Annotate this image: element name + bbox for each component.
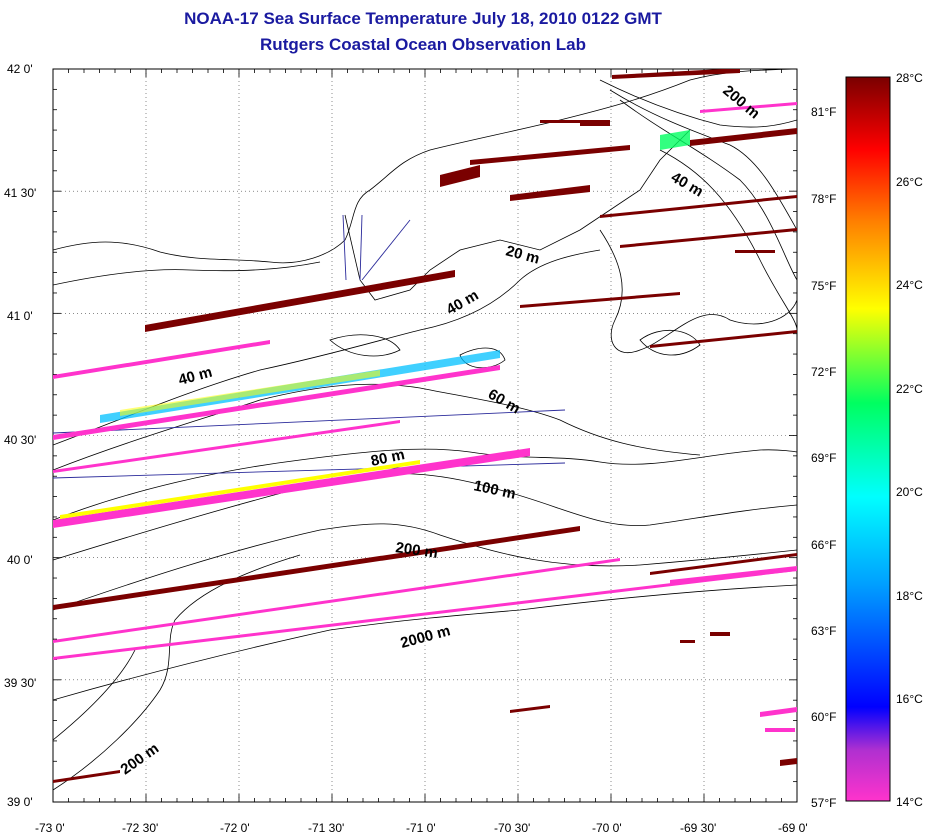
lon-label: -71 0' (406, 821, 436, 835)
lat-label: 41 30' (4, 186, 36, 200)
lat-label: 40 30' (4, 433, 36, 447)
celsius-label: 22°C (896, 382, 923, 396)
lon-label: -73 0' (35, 821, 65, 835)
fahrenheit-label: 72°F (811, 365, 836, 379)
lon-label: -72 30' (122, 821, 158, 835)
reference-lines (53, 214, 566, 479)
fahrenheit-label: 66°F (811, 538, 836, 552)
celsius-label: 18°C (896, 589, 923, 603)
lon-label: -72 0' (220, 821, 250, 835)
map-subtitle: Rutgers Coastal Ocean Observation Lab (260, 35, 586, 54)
contour-label: 200 m (394, 539, 438, 562)
fahrenheit-label: 57°F (811, 796, 836, 810)
coastline (53, 69, 797, 353)
celsius-label: 20°C (896, 485, 923, 499)
celsius-label: 24°C (896, 278, 923, 292)
celsius-labels: 28°C 26°C 24°C 22°C 20°C 18°C 16°C 14°C (896, 71, 923, 809)
celsius-label: 16°C (896, 692, 923, 706)
lat-label: 40 0' (7, 553, 33, 567)
lat-label: 42 0' (7, 62, 33, 76)
fahrenheit-label: 60°F (811, 710, 836, 724)
lon-label: -70 0' (592, 821, 622, 835)
fahrenheit-label: 69°F (811, 451, 836, 465)
lon-label: -69 0' (778, 821, 808, 835)
lon-label: -69 30' (680, 821, 716, 835)
celsius-label: 28°C (896, 71, 923, 85)
contour-label: 80 m (369, 446, 406, 470)
celsius-label: 26°C (896, 175, 923, 189)
longitude-labels: -73 0' -72 30' -72 0' -71 30' -71 0' -70… (35, 821, 808, 835)
lat-label: 41 0' (7, 309, 33, 323)
celsius-label: 14°C (896, 795, 923, 809)
islands (329, 329, 701, 369)
graticule (53, 69, 797, 802)
map-title: NOAA-17 Sea Surface Temperature July 18,… (184, 9, 662, 28)
fahrenheit-labels: 81°F 78°F 75°F 72°F 69°F 66°F 63°F 60°F … (811, 105, 836, 810)
lon-label: -70 30' (494, 821, 530, 835)
fahrenheit-label: 75°F (811, 279, 836, 293)
lat-label: 39 0' (7, 795, 33, 809)
lat-label: 39 30' (4, 676, 36, 690)
fahrenheit-label: 63°F (811, 624, 836, 638)
sst-swaths (53, 69, 797, 783)
latitude-labels: 42 0' 41 30' 41 0' 40 30' 40 0' 39 30' 3… (4, 62, 36, 809)
colorbar (845, 76, 891, 802)
fahrenheit-label: 78°F (811, 192, 836, 206)
fahrenheit-label: 81°F (811, 105, 836, 119)
lon-label: -71 30' (308, 821, 344, 835)
